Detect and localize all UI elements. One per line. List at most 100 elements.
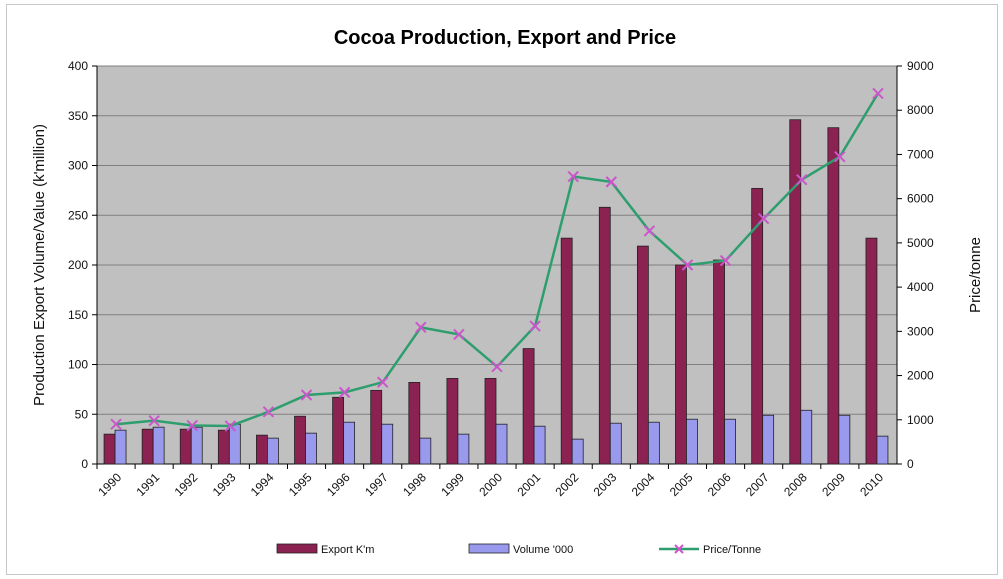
bar-volume xyxy=(343,421,356,465)
bar-export xyxy=(827,127,840,465)
x-tick-label: 2008 xyxy=(781,470,810,499)
bar-volume xyxy=(305,432,317,465)
x-tick-label: 1996 xyxy=(324,470,353,499)
x-tick-label: 2002 xyxy=(553,470,582,499)
bar-export xyxy=(484,378,497,465)
bar-export xyxy=(294,415,306,465)
bar-export xyxy=(598,206,611,465)
price-marker-stroke xyxy=(605,176,617,188)
price-marker-stroke xyxy=(338,386,351,399)
price-marker-stroke xyxy=(262,406,275,418)
chart-title: Cocoa Production, Export and Price xyxy=(334,27,676,49)
price-marker xyxy=(605,176,617,188)
y2-tick-label: 8000 xyxy=(907,103,934,117)
y-axis-label: Production Export Volume/Value (k'millio… xyxy=(31,124,48,406)
bar-volume xyxy=(838,414,851,465)
price-marker-stroke xyxy=(300,389,313,401)
y-tick-label: 300 xyxy=(68,159,88,173)
bar-export xyxy=(217,429,230,465)
price-marker-stroke xyxy=(757,212,770,225)
bar-volume xyxy=(686,418,698,465)
price-marker xyxy=(681,259,694,271)
y-tick-label: 50 xyxy=(75,407,89,421)
price-marker-stroke xyxy=(415,321,427,334)
price-marker-stroke xyxy=(491,361,503,373)
price-marker xyxy=(300,389,313,401)
price-marker xyxy=(262,406,275,418)
bar-export xyxy=(103,433,116,465)
price-marker xyxy=(338,386,351,399)
legend-item: Export K'm xyxy=(276,543,374,556)
bar-volume xyxy=(609,422,622,465)
bar-volume xyxy=(800,409,813,465)
y2-axis-label: Price/tonne xyxy=(967,237,984,313)
x-tick-label: 2006 xyxy=(705,470,734,499)
price-marker-stroke xyxy=(643,225,656,237)
price-marker xyxy=(567,170,579,183)
price-marker-stroke xyxy=(796,173,808,186)
y2-tick-label: 5000 xyxy=(907,236,934,250)
price-marker-stroke xyxy=(224,420,237,432)
bar-export xyxy=(522,348,535,465)
price-marker xyxy=(643,225,656,237)
y2-tick-label: 2000 xyxy=(907,369,934,383)
y2-tick-label: 9000 xyxy=(907,59,934,73)
legend-label: Volume '000 xyxy=(513,544,573,556)
price-marker-stroke xyxy=(453,328,465,341)
bar-export xyxy=(256,434,268,465)
y-tick-label: 350 xyxy=(68,109,88,123)
price-marker xyxy=(796,173,808,186)
price-marker xyxy=(186,419,198,432)
bar-volume xyxy=(114,429,127,465)
bar-volume xyxy=(457,433,470,465)
price-marker xyxy=(453,328,465,341)
y-tick-label: 400 xyxy=(68,59,88,73)
x-tick-label: 1999 xyxy=(438,470,467,499)
y-tick-label: 250 xyxy=(68,208,88,222)
price-marker xyxy=(757,212,770,225)
price-marker xyxy=(148,414,160,427)
bar-export xyxy=(865,237,878,465)
legend-item: Volume '000 xyxy=(468,543,573,556)
x-tick-label: 2009 xyxy=(819,470,848,499)
bar-volume xyxy=(724,418,736,465)
y2-tick-label: 1000 xyxy=(907,413,934,427)
price-marker xyxy=(834,150,846,163)
price-marker-stroke xyxy=(110,418,122,430)
y-tick-label: 200 xyxy=(68,258,88,272)
y2-tick-label: 7000 xyxy=(907,147,934,161)
price-marker xyxy=(529,320,541,332)
bar-export xyxy=(751,187,764,465)
bar-volume xyxy=(647,421,660,465)
x-tick-label: 2004 xyxy=(629,470,658,499)
x-tick-label: 2001 xyxy=(514,470,543,499)
bar-volume xyxy=(762,414,775,465)
y2-tick-label: 4000 xyxy=(907,280,934,294)
price-marker-stroke xyxy=(377,376,389,388)
y2-tick-label: 3000 xyxy=(907,324,934,338)
price-marker xyxy=(110,418,122,430)
bar-export xyxy=(408,382,421,465)
price-marker xyxy=(491,361,503,373)
price-marker xyxy=(377,376,389,388)
x-tick-label: 1995 xyxy=(286,470,315,499)
y2-tick-label: 6000 xyxy=(907,192,934,206)
bar-volume xyxy=(190,426,203,465)
price-marker xyxy=(872,87,884,100)
x-tick-label: 2005 xyxy=(667,470,696,499)
bar-volume xyxy=(267,437,279,465)
price-marker-stroke xyxy=(681,259,694,271)
x-tick-label: 2000 xyxy=(476,470,505,499)
x-tick-label: 1991 xyxy=(133,470,162,499)
bar-export xyxy=(789,119,802,465)
bar-volume xyxy=(152,426,165,465)
bar-export xyxy=(446,378,459,465)
bar-export xyxy=(636,245,649,465)
legend-label: Export K'm xyxy=(321,544,374,556)
x-tick-label: 1993 xyxy=(210,470,239,499)
x-tick-label: 1994 xyxy=(248,470,277,499)
bar-volume xyxy=(495,423,508,465)
legend-swatch-marker xyxy=(674,544,684,554)
y-tick-label: 100 xyxy=(68,358,88,372)
